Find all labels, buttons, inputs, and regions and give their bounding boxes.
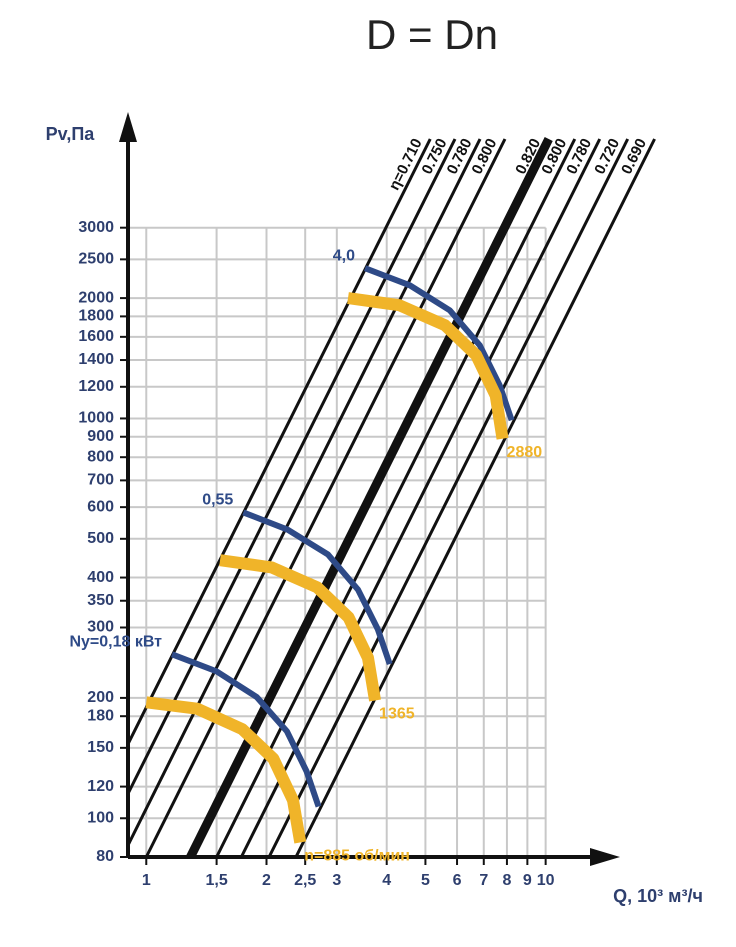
efficiency-label: η=0.710 (386, 136, 426, 193)
efficiency-line (186, 136, 553, 857)
y-tick-label: 500 (87, 530, 114, 547)
y-axis-label: Pv,Па (46, 124, 96, 144)
speed-label: n=885 об/мин (304, 848, 410, 865)
x-tick-label: 1,5 (205, 872, 227, 889)
y-tick-label: 400 (87, 569, 114, 586)
y-tick-label: 80 (96, 848, 114, 865)
efficiency-line (294, 138, 656, 857)
y-tick-label: 600 (87, 498, 114, 515)
y-tick-label: 1800 (78, 308, 114, 325)
x-tick-label: 7 (479, 872, 488, 889)
speed-curve (219, 554, 381, 702)
y-tick-label: 700 (87, 472, 114, 489)
x-tick-label: 2 (262, 872, 271, 889)
x-tick-label: 9 (523, 872, 532, 889)
y-tick-label: 800 (87, 448, 114, 465)
y-tick-label: 1200 (78, 378, 114, 395)
curves (145, 265, 515, 844)
y-tick-label: 120 (87, 778, 114, 795)
y-tick-label: 2000 (78, 289, 114, 306)
efficiency-line (215, 138, 577, 857)
x-axis-arrow (590, 848, 620, 866)
efficiency-line (128, 138, 432, 748)
y-axis-arrow (119, 112, 137, 142)
x-tick-label: 4 (382, 872, 391, 889)
x-tick-label: 8 (502, 872, 511, 889)
power-curve (170, 651, 322, 808)
speed-label: 2880 (507, 444, 543, 461)
x-tick-label: 10 (537, 872, 555, 889)
y-tick-label: 100 (87, 809, 114, 826)
x-tick-label: 5 (421, 872, 430, 889)
power-label: 0,55 (202, 492, 233, 509)
x-tick-label: 3 (332, 872, 341, 889)
x-axis-label: Q, 10³ м³/ч (613, 886, 703, 906)
power-label: 4,0 (333, 247, 355, 264)
speed-curve (347, 292, 509, 440)
efficiency-line (128, 138, 482, 849)
y-tick-label: 1000 (78, 410, 114, 427)
y-tick-label: 300 (87, 619, 114, 636)
y-tick-label: 900 (87, 428, 114, 445)
efficiency-line (239, 138, 602, 857)
x-tick-label: 1 (142, 872, 151, 889)
y-tick-label: 1400 (78, 351, 114, 368)
axes (119, 112, 620, 866)
y-tick-label: 2500 (78, 251, 114, 268)
efficiency-line (267, 138, 630, 857)
grid (128, 226, 547, 858)
efficiency-lines (128, 136, 656, 857)
power-curve (363, 265, 515, 422)
x-tick-label: 6 (453, 872, 462, 889)
y-tick-label: 350 (87, 592, 114, 609)
power-label: Ny=0,18 кВт (69, 634, 162, 651)
y-tick-label: 180 (87, 707, 114, 724)
y-tick-label: 200 (87, 689, 114, 706)
chart-title: D = Dn (366, 11, 498, 58)
efficiency-line (128, 138, 457, 798)
y-tick-label: 1600 (78, 328, 114, 345)
speed-curve (145, 696, 307, 844)
efficiency-line (144, 138, 507, 857)
y-tick-label: 3000 (78, 219, 114, 236)
power-curve (242, 509, 393, 666)
x-tick-label: 2,5 (294, 872, 316, 889)
y-tick-label: 150 (87, 739, 114, 756)
speed-label: 1365 (379, 706, 415, 723)
